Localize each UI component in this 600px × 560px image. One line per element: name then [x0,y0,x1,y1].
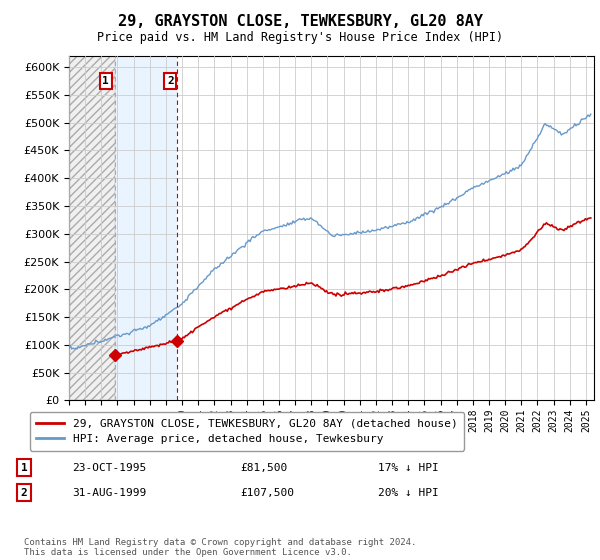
Bar [115,56,177,400]
Text: 20% ↓ HPI: 20% ↓ HPI [378,488,439,498]
Text: 29, GRAYSTON CLOSE, TEWKESBURY, GL20 8AY: 29, GRAYSTON CLOSE, TEWKESBURY, GL20 8AY [118,14,482,29]
Legend: 29, GRAYSTON CLOSE, TEWKESBURY, GL20 8AY (detached house), HPI: Average price, d: 29, GRAYSTON CLOSE, TEWKESBURY, GL20 8AY… [29,412,464,451]
Text: 1: 1 [102,76,109,86]
Text: £81,500: £81,500 [240,463,287,473]
Text: 23-OCT-1995: 23-OCT-1995 [72,463,146,473]
Text: Contains HM Land Registry data © Crown copyright and database right 2024.
This d: Contains HM Land Registry data © Crown c… [24,538,416,557]
Text: 1: 1 [20,463,28,473]
Text: 2: 2 [20,488,28,498]
Text: 2: 2 [167,76,173,86]
Bar [69,56,115,400]
Text: £107,500: £107,500 [240,488,294,498]
Bar [69,56,115,400]
Text: 31-AUG-1999: 31-AUG-1999 [72,488,146,498]
Text: Price paid vs. HM Land Registry's House Price Index (HPI): Price paid vs. HM Land Registry's House … [97,31,503,44]
Text: 17% ↓ HPI: 17% ↓ HPI [378,463,439,473]
